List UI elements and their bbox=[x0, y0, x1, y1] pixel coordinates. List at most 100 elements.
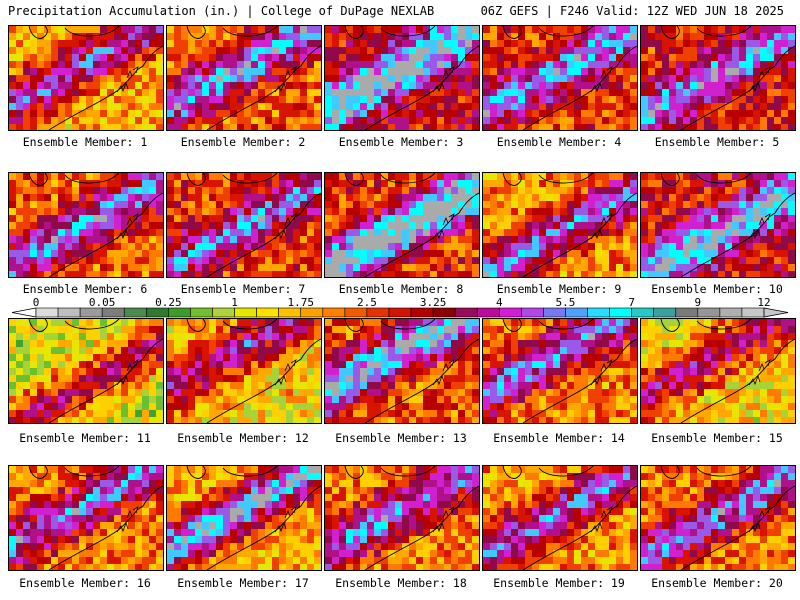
ensemble-member-label: Ensemble Member: 1 bbox=[22, 135, 148, 149]
colorbar-tick-label: 2.5 bbox=[356, 296, 377, 309]
precip-field bbox=[9, 173, 163, 277]
colorbar-swatch bbox=[587, 307, 610, 318]
ensemble-member-label: Ensemble Member: 16 bbox=[19, 576, 151, 590]
valid-time-label: 06Z GEFS | F246 Valid: 12Z WED JUN 18 20… bbox=[480, 4, 784, 18]
coastline bbox=[522, 485, 637, 570]
lake-outline bbox=[28, 26, 120, 39]
bay-outline bbox=[748, 506, 771, 533]
colorbar-swatch bbox=[432, 307, 456, 318]
bay-outline bbox=[748, 359, 771, 386]
bay-outline bbox=[432, 506, 455, 533]
ensemble-member-label: Ensemble Member: 15 bbox=[651, 431, 783, 445]
ensemble-member-label: Ensemble Member: 12 bbox=[177, 431, 309, 445]
coastline bbox=[522, 45, 637, 130]
colorbar-low-arrow bbox=[11, 307, 37, 318]
ensemble-member-label: Ensemble Member: 10 bbox=[651, 282, 783, 296]
ensemble-member-map bbox=[640, 465, 796, 571]
precip-field bbox=[641, 319, 795, 423]
bay-outline bbox=[748, 213, 771, 240]
colorbar-swatch bbox=[609, 307, 632, 318]
lake-outline bbox=[344, 173, 436, 186]
coastline bbox=[522, 338, 637, 423]
ensemble-member-map bbox=[482, 25, 638, 131]
lake-outline bbox=[186, 319, 278, 332]
ensemble-member-map bbox=[324, 318, 480, 424]
lake-outline bbox=[28, 319, 120, 332]
precip-field bbox=[325, 26, 479, 130]
ensemble-member-map bbox=[166, 172, 322, 278]
lake-outline bbox=[344, 319, 436, 332]
colorbar-swatch bbox=[234, 307, 257, 318]
precip-field bbox=[9, 466, 163, 570]
ensemble-member-label: Ensemble Member: 13 bbox=[335, 431, 467, 445]
bay-outline bbox=[274, 506, 297, 533]
colorbar-swatch bbox=[256, 307, 279, 318]
precip-field bbox=[9, 26, 163, 130]
ensemble-member-label: Ensemble Member: 18 bbox=[335, 576, 467, 590]
colorbar-swatch bbox=[719, 307, 743, 318]
precip-field bbox=[641, 26, 795, 130]
ensemble-member-map bbox=[482, 465, 638, 571]
colorbar-swatch bbox=[543, 307, 566, 318]
coastline bbox=[364, 485, 479, 570]
coastline bbox=[206, 45, 321, 130]
bay-outline bbox=[590, 66, 613, 93]
colorbar-tick-label: 0.05 bbox=[88, 296, 116, 309]
ensemble-member-map bbox=[166, 25, 322, 131]
colorbar-swatch bbox=[697, 307, 721, 318]
colorbar-swatch bbox=[653, 307, 677, 318]
lake-outline bbox=[502, 319, 594, 332]
precip-field bbox=[483, 466, 637, 570]
ensemble-member-map bbox=[166, 465, 322, 571]
precip-field bbox=[483, 26, 637, 130]
page-title: Precipitation Accumulation (in.) | Colle… bbox=[8, 4, 435, 18]
ensemble-member-map bbox=[8, 172, 164, 278]
ensemble-member-map bbox=[8, 318, 164, 424]
ensemble-member-label: Ensemble Member: 9 bbox=[496, 282, 622, 296]
precip-field bbox=[167, 173, 321, 277]
colorbar-swatch bbox=[741, 307, 765, 318]
coastline bbox=[206, 192, 321, 277]
colorbar-tick-label: 7 bbox=[628, 296, 635, 309]
bay-outline bbox=[590, 506, 613, 533]
colorbar-swatch bbox=[190, 307, 213, 318]
colorbar-swatch bbox=[675, 307, 699, 318]
colorbar-swatch bbox=[388, 307, 412, 318]
colorbar-swatch bbox=[212, 307, 235, 318]
lake-outline bbox=[502, 466, 594, 479]
colorbar-swatch bbox=[101, 307, 125, 318]
colorbar-tick-label: 3.25 bbox=[419, 296, 447, 309]
bay-outline bbox=[432, 213, 455, 240]
ensemble-member-map bbox=[324, 25, 480, 131]
precip-field bbox=[325, 173, 479, 277]
ensemble-member-map bbox=[482, 318, 638, 424]
colorbar-tick-label: 4 bbox=[495, 296, 503, 309]
coastline bbox=[364, 192, 479, 277]
ensemble-member-label: Ensemble Member: 2 bbox=[180, 135, 306, 149]
coastline bbox=[680, 485, 795, 570]
colorbar-swatch bbox=[35, 307, 59, 318]
coastline bbox=[206, 338, 321, 423]
bay-outline bbox=[116, 359, 139, 386]
bay-outline bbox=[274, 66, 297, 93]
colorbar-swatch bbox=[300, 307, 324, 318]
coastline bbox=[680, 338, 795, 423]
ensemble-member-label: Ensemble Member: 7 bbox=[180, 282, 306, 296]
ensemble-member-label: Ensemble Member: 14 bbox=[493, 431, 625, 445]
lake-outline bbox=[186, 173, 278, 186]
colorbar-swatch bbox=[57, 307, 81, 318]
ensemble-member-label: Ensemble Member: 5 bbox=[654, 135, 780, 149]
ensemble-member-label: Ensemble Member: 8 bbox=[338, 282, 464, 296]
colorbar-tick-label: 5.5 bbox=[555, 296, 576, 309]
precip-colorbar bbox=[11, 307, 789, 318]
colorbar-high-arrow bbox=[763, 307, 789, 318]
coastline bbox=[364, 45, 479, 130]
ensemble-member-label: Ensemble Member: 4 bbox=[496, 135, 622, 149]
ensemble-member-label: Ensemble Member: 17 bbox=[177, 576, 309, 590]
colorbar-swatch bbox=[344, 307, 368, 318]
precip-field bbox=[167, 466, 321, 570]
colorbar-tick-label: 1 bbox=[231, 296, 238, 309]
ensemble-member-map bbox=[640, 318, 796, 424]
lake-outline bbox=[28, 466, 120, 479]
ensemble-member-map bbox=[8, 25, 164, 131]
